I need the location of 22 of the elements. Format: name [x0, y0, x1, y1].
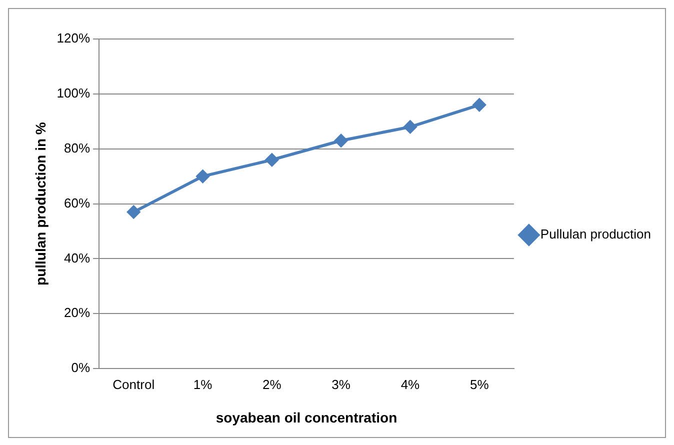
x-tick-label: Control: [112, 376, 155, 392]
y-tick-label: 20%: [64, 305, 90, 320]
x-tick-label: 1%: [193, 376, 213, 392]
y-tick-label: 100%: [56, 86, 90, 101]
point: [265, 153, 278, 166]
point: [404, 120, 417, 134]
y-tick-label: 120%: [56, 30, 90, 46]
point: [334, 134, 348, 148]
x-tick-label: 4%: [400, 376, 420, 392]
x-tick-label: 2%: [262, 376, 282, 392]
legend-label: Pullulan production: [540, 226, 651, 242]
x-axis-title: soyabean oil concentration: [216, 409, 398, 426]
x-tick-label: 5%: [470, 376, 490, 392]
y-tick-label: 80%: [64, 140, 90, 156]
y-tick-label: 60%: [64, 195, 90, 210]
x-tick-label: 3%: [332, 376, 351, 392]
y-tick-label: 40%: [64, 250, 90, 266]
point: [472, 98, 486, 112]
y-tick-label: 0%: [71, 360, 90, 376]
y-axis-title: pullulan production in %: [32, 122, 48, 286]
point: [127, 206, 140, 219]
point: [196, 170, 210, 183]
